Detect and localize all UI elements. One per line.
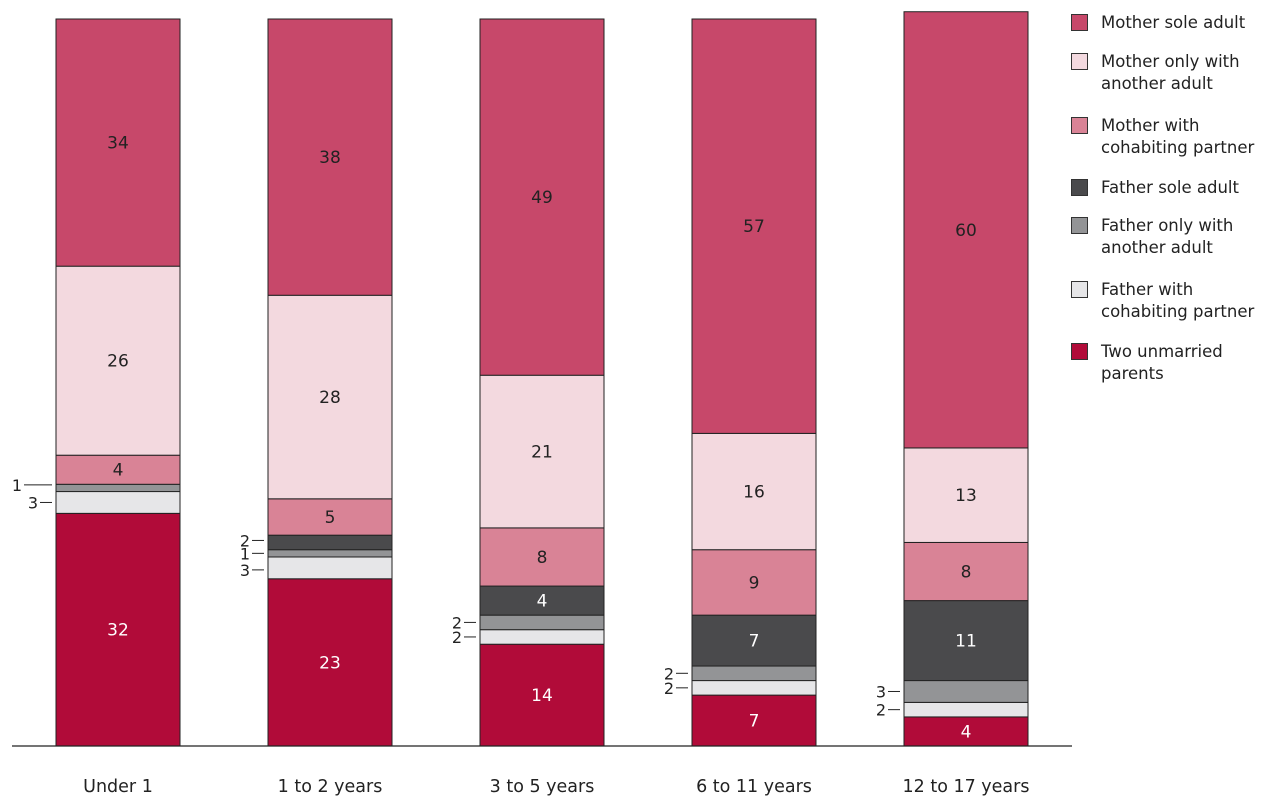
bar-segment-father-only-with-another-adult xyxy=(479,614,605,631)
data-label: 14 xyxy=(531,686,553,706)
legend-item-mother-only-with-another-adult: Mother only with another adult xyxy=(1071,51,1281,95)
data-label: 4 xyxy=(537,592,548,612)
outside-data-label: 2 xyxy=(452,613,462,632)
data-label: 28 xyxy=(319,388,341,408)
legend-swatch xyxy=(1071,53,1088,70)
outside-data-label: 2 xyxy=(876,701,886,720)
bar-segment-mother-sole-adult xyxy=(691,18,817,434)
bar-segment-father-only-with-another-adult xyxy=(267,549,393,558)
data-label: 34 xyxy=(107,134,129,154)
legend-label: Two unmarried parents xyxy=(1101,342,1223,383)
bar-segment-two-unmarried-parents xyxy=(55,512,181,747)
data-label: 16 xyxy=(743,483,765,503)
x-tick-label: 6 to 11 years xyxy=(696,777,812,796)
data-label: 23 xyxy=(319,653,341,673)
data-label: 8 xyxy=(537,548,548,568)
bar-segment-mother-with-cohabiting-partner xyxy=(267,498,393,536)
data-label: 60 xyxy=(955,221,977,241)
bar-segment-father-sole-adult xyxy=(267,534,393,551)
data-label: 5 xyxy=(325,508,336,528)
bar-segment-father-with-cohabiting-partner xyxy=(479,629,605,645)
bar-segment-mother-only-with-another-adult xyxy=(691,432,817,551)
bar-segment-father-only-with-another-adult xyxy=(691,665,817,682)
legend-item-mother-sole-adult: Mother sole adult xyxy=(1071,12,1281,34)
bars-group: 3242634132352838213144821492277916572241… xyxy=(12,11,1029,747)
bar-segment-father-only-with-another-adult xyxy=(903,680,1029,703)
legend-label: Father with cohabiting partner xyxy=(1101,280,1255,321)
bar-segment-mother-only-with-another-adult xyxy=(55,265,181,456)
bar-segment-father-with-cohabiting-partner xyxy=(691,680,817,696)
legend-swatch xyxy=(1071,14,1088,31)
x-tick-label: 12 to 17 years xyxy=(903,777,1030,796)
bar-segment-father-sole-adult xyxy=(479,585,605,616)
legend-swatch xyxy=(1071,179,1088,196)
legend-swatch xyxy=(1071,217,1088,234)
legend-label: Mother sole adult xyxy=(1101,13,1246,32)
x-tick-label: Under 1 xyxy=(83,777,153,796)
bar-segment-mother-sole-adult xyxy=(903,11,1029,449)
legend-label: Mother only with another adult xyxy=(1101,52,1240,93)
legend-item-father-only-with-another-adult: Father only with another adult xyxy=(1071,215,1281,259)
legend-swatch xyxy=(1071,281,1088,298)
bar-segment-father-with-cohabiting-partner xyxy=(903,701,1029,718)
legend-swatch xyxy=(1071,117,1088,134)
bar-segment-mother-sole-adult xyxy=(267,18,393,296)
legend-label: Mother with cohabiting partner xyxy=(1101,116,1255,157)
x-tick-labels: Under 1 1 to 2 years 3 to 5 years 6 to 11 y… xyxy=(83,777,1029,796)
legend-item-father-sole-adult: Father sole adult xyxy=(1071,177,1281,199)
legend-swatch xyxy=(1071,343,1088,360)
data-label: 13 xyxy=(955,486,977,506)
legend-label: Father only with another adult xyxy=(1101,216,1234,257)
outside-data-label: 2 xyxy=(452,628,462,647)
bar-segment-father-only-with-another-adult xyxy=(55,483,181,493)
bar-segment-mother-only-with-another-adult xyxy=(903,447,1029,543)
legend-item-two-unmarried-parents: Two unmarried parents xyxy=(1071,341,1281,385)
outside-data-label: 2 xyxy=(664,679,674,698)
bar-segment-father-sole-adult xyxy=(691,614,817,667)
bar-segment-father-with-cohabiting-partner xyxy=(267,556,393,580)
outside-data-label: 1 xyxy=(12,476,22,495)
data-label: 7 xyxy=(749,632,760,652)
x-tick-label: 1 to 2 years xyxy=(278,777,383,796)
outside-data-label: 1 xyxy=(240,544,250,563)
bar-segment-mother-sole-adult xyxy=(479,18,605,376)
data-label: 21 xyxy=(531,443,553,463)
data-label: 11 xyxy=(955,632,977,652)
bar-segment-father-sole-adult xyxy=(903,600,1029,682)
data-label: 38 xyxy=(319,148,341,168)
outside-data-label: 3 xyxy=(28,493,38,512)
x-tick-label: 3 to 5 years xyxy=(490,777,595,796)
legend-item-father-with-cohabiting-partner: Father with cohabiting partner xyxy=(1071,279,1281,323)
data-label: 57 xyxy=(743,217,765,237)
data-label: 32 xyxy=(107,621,129,641)
data-label: 9 xyxy=(749,573,760,593)
legend-item-mother-with-cohabiting-partner: Mother with cohabiting partner xyxy=(1071,115,1281,159)
data-label: 26 xyxy=(107,352,129,372)
data-label: 8 xyxy=(961,563,972,583)
outside-data-label: 3 xyxy=(876,682,886,701)
bar-segment-father-with-cohabiting-partner xyxy=(55,491,181,514)
bar-segment-mother-only-with-another-adult xyxy=(479,374,605,529)
legend-label: Father sole adult xyxy=(1101,178,1239,197)
data-label: 4 xyxy=(961,722,972,742)
data-label: 7 xyxy=(749,712,760,732)
bar-segment-two-unmarried-parents xyxy=(267,578,393,747)
bar-segment-mother-with-cohabiting-partner xyxy=(55,454,181,485)
data-label: 49 xyxy=(531,188,553,208)
bar-segment-mother-only-with-another-adult xyxy=(267,294,393,500)
bar-segment-two-unmarried-parents xyxy=(903,716,1029,747)
bar-segment-mother-sole-adult xyxy=(55,18,181,267)
bar-segment-mother-with-cohabiting-partner xyxy=(903,541,1029,602)
outside-data-label: 2 xyxy=(240,531,250,550)
outside-data-label: 3 xyxy=(240,561,250,580)
outside-data-label: 2 xyxy=(664,664,674,683)
bar-segment-mother-with-cohabiting-partner xyxy=(479,527,605,587)
data-label: 4 xyxy=(113,461,124,481)
